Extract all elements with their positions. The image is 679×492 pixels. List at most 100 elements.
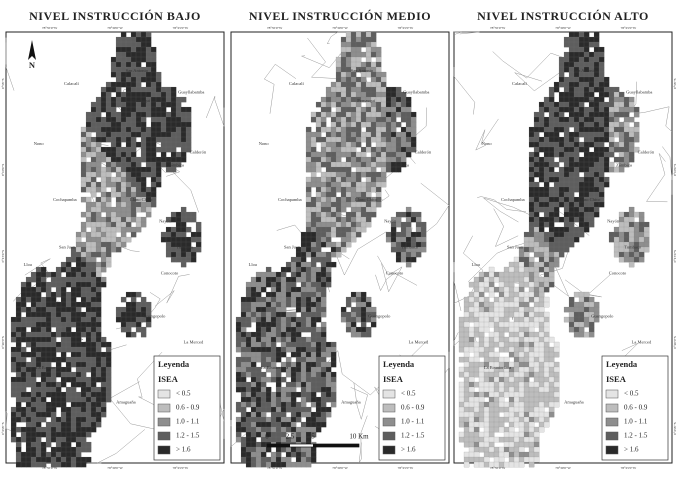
district [533,416,540,423]
district [300,396,307,403]
district [95,376,102,383]
district [563,176,570,183]
district [320,376,327,383]
district [305,451,312,458]
district [180,106,187,113]
district [543,361,550,368]
district [473,361,480,368]
district [568,116,575,123]
district [90,186,97,193]
district [643,221,650,228]
district [473,286,480,293]
district [95,266,102,273]
district [513,421,520,428]
district [593,56,600,63]
district [275,356,282,363]
district [385,131,392,138]
district [493,326,500,333]
district [320,251,327,258]
district [305,226,312,233]
district [110,161,117,168]
district [80,441,87,448]
district [330,341,337,348]
district [578,121,585,128]
district [125,61,132,68]
district [513,266,520,273]
district [275,431,282,438]
district [30,356,37,363]
district [85,111,92,118]
district [60,266,67,273]
district [310,231,317,238]
district [85,281,92,288]
district [578,131,585,138]
district [553,226,560,233]
district [235,316,242,323]
district [385,156,392,163]
district [90,236,97,243]
district [370,31,377,38]
district [45,306,52,313]
district [100,116,107,123]
district [320,111,327,118]
district [305,286,312,293]
district [285,321,292,328]
district [120,201,127,208]
district [305,326,312,333]
district [568,181,575,188]
district [130,111,137,118]
district [543,186,550,193]
district [628,211,635,218]
district [375,91,382,98]
district [503,451,510,458]
district [548,381,555,388]
district [70,336,77,343]
district [315,166,322,173]
district [140,221,147,228]
district [463,386,470,393]
district [10,381,17,388]
district [85,326,92,333]
district [548,151,555,158]
district [250,456,257,463]
district [330,386,337,393]
district [130,161,137,168]
district [533,381,540,388]
district [245,426,252,433]
district [125,291,132,298]
district [355,331,362,338]
district [320,96,327,103]
district [380,91,387,98]
district [245,291,252,298]
district [290,376,297,383]
district [325,186,332,193]
district [360,311,367,318]
parish-boundary [358,415,368,464]
district [300,366,307,373]
district [330,126,337,133]
parish-boundary [646,153,668,203]
district [95,301,102,308]
district [300,266,307,273]
district [518,301,525,308]
district [513,341,520,348]
district [528,126,535,133]
district [85,296,92,303]
district [50,296,57,303]
district [538,331,545,338]
district [80,211,87,218]
place-name: Conocoto [161,270,179,275]
district [40,326,47,333]
district [568,41,575,48]
district [90,346,97,353]
district [175,101,182,108]
district [150,111,157,118]
district [568,81,575,88]
district [265,406,272,413]
district [295,406,302,413]
district [10,346,17,353]
district [330,251,337,258]
district [75,321,82,328]
district [360,41,367,48]
district [155,146,162,153]
